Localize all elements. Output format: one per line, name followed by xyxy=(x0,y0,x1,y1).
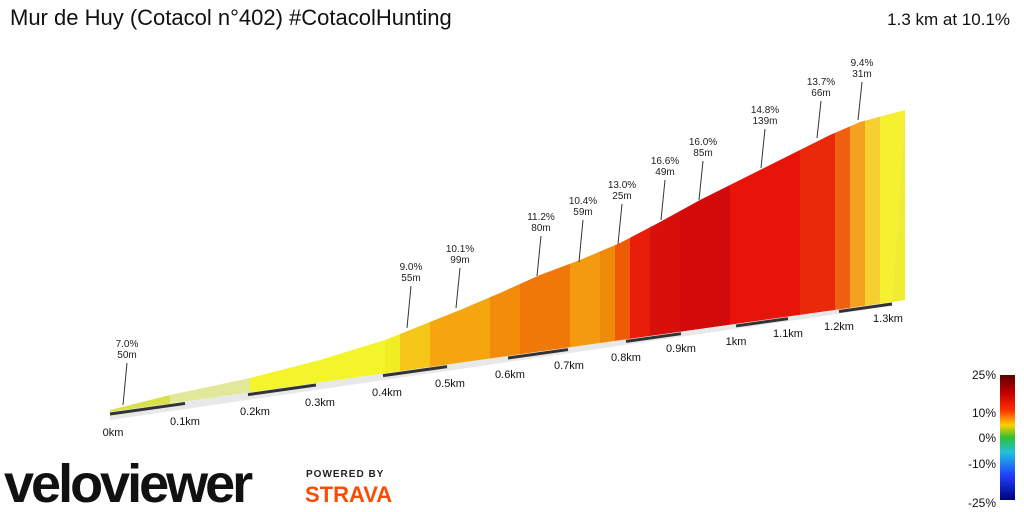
annotation-length: 80m xyxy=(531,223,550,234)
distance-label: 1km xyxy=(726,336,747,348)
annotation-length: 85m xyxy=(693,148,712,159)
distance-label: 0.9km xyxy=(666,343,696,355)
grade-strip xyxy=(835,110,851,412)
annotation-length: 25m xyxy=(612,191,631,202)
annotation-grade: 10.4% xyxy=(569,196,597,207)
annotation-grade: 9.4% xyxy=(851,58,874,69)
annotation-grade: 16.0% xyxy=(689,137,717,148)
distance-label: 0.8km xyxy=(611,352,641,364)
ground-ticks xyxy=(109,302,893,416)
annotation-line xyxy=(455,267,461,309)
annotation-line xyxy=(536,235,542,277)
distance-label: 0.7km xyxy=(554,360,584,372)
annotation-line xyxy=(760,128,766,169)
distance-label: 0km xyxy=(103,427,124,439)
annotation-line xyxy=(857,81,863,121)
annotation-line xyxy=(406,285,412,329)
annotation-line xyxy=(578,219,584,263)
annotation-line xyxy=(617,203,623,245)
annotation-grade: 11.2% xyxy=(527,212,555,223)
distance-label: 0.5km xyxy=(435,378,465,390)
ground xyxy=(110,302,892,420)
grade-strip xyxy=(110,110,171,412)
strava: STRAVA xyxy=(305,482,392,507)
annotation-grade: 13.7% xyxy=(807,77,835,88)
annotation-grade: 13.0% xyxy=(608,180,636,191)
grade-strip xyxy=(385,110,401,412)
annotation-grade: 16.6% xyxy=(651,156,679,167)
annotation-length: 31m xyxy=(852,69,871,80)
grade-strip xyxy=(730,110,801,412)
distance-label: 1.3km xyxy=(873,313,903,325)
distance-label: 1.1km xyxy=(773,328,803,340)
ground-dash xyxy=(382,365,448,378)
annotation-grade: 7.0% xyxy=(116,339,139,350)
ground-dash xyxy=(247,383,317,397)
annotation-line xyxy=(122,362,128,406)
title: Mur de Huy (Cotacol n°402) #CotacolHunti… xyxy=(10,5,452,30)
annotation-grade: 14.8% xyxy=(751,105,779,116)
summary: 1.3 km at 10.1% xyxy=(887,10,1010,29)
distance-label: 0.1km xyxy=(170,416,200,428)
grade-strip xyxy=(570,110,601,412)
annotation-length: 49m xyxy=(655,167,674,178)
ground-dash xyxy=(507,348,569,360)
annotation-grade: 10.1% xyxy=(446,244,474,255)
ground-dash xyxy=(735,317,789,328)
annotation-length: 99m xyxy=(450,255,469,266)
distance-label: 1.2km xyxy=(824,321,854,333)
grade-strip xyxy=(630,110,651,412)
distance-label: 0.6km xyxy=(495,369,525,381)
annotation-length: 50m xyxy=(117,350,136,361)
grade-strip xyxy=(170,110,251,412)
grade-strip xyxy=(615,110,631,412)
annotation-line xyxy=(816,100,822,139)
annotation-line xyxy=(698,160,704,201)
powered-by: POWERED BY xyxy=(306,469,384,480)
distance-label: 0.3km xyxy=(305,397,335,409)
grade-strip xyxy=(650,110,681,412)
annotation-length: 139m xyxy=(752,116,777,127)
grade-strip xyxy=(520,110,571,412)
ground-dash xyxy=(625,332,682,343)
grade-strip xyxy=(865,110,881,412)
scale-label: 25% xyxy=(972,368,996,382)
scale-label: 10% xyxy=(972,406,996,420)
scale-label: 0% xyxy=(979,431,997,445)
grade-strip xyxy=(600,110,616,412)
distance-label: 0.2km xyxy=(240,406,270,418)
grade-strip xyxy=(800,110,836,412)
grade-strip xyxy=(850,110,866,412)
scale-label: -25% xyxy=(968,496,996,510)
annotation-length: 59m xyxy=(573,207,592,218)
annotation-line xyxy=(660,179,666,221)
logo-brand: veloviewer xyxy=(4,454,253,512)
distance-label: 0.4km xyxy=(372,387,402,399)
scale-label: -10% xyxy=(968,457,996,471)
annotation-length: 66m xyxy=(811,88,830,99)
ground-dash xyxy=(109,401,186,416)
color-scale xyxy=(1000,375,1015,500)
profile-side xyxy=(892,110,905,302)
annotation-length: 55m xyxy=(401,273,420,284)
ground-dash xyxy=(838,302,893,313)
annotation-grade: 9.0% xyxy=(400,262,423,273)
